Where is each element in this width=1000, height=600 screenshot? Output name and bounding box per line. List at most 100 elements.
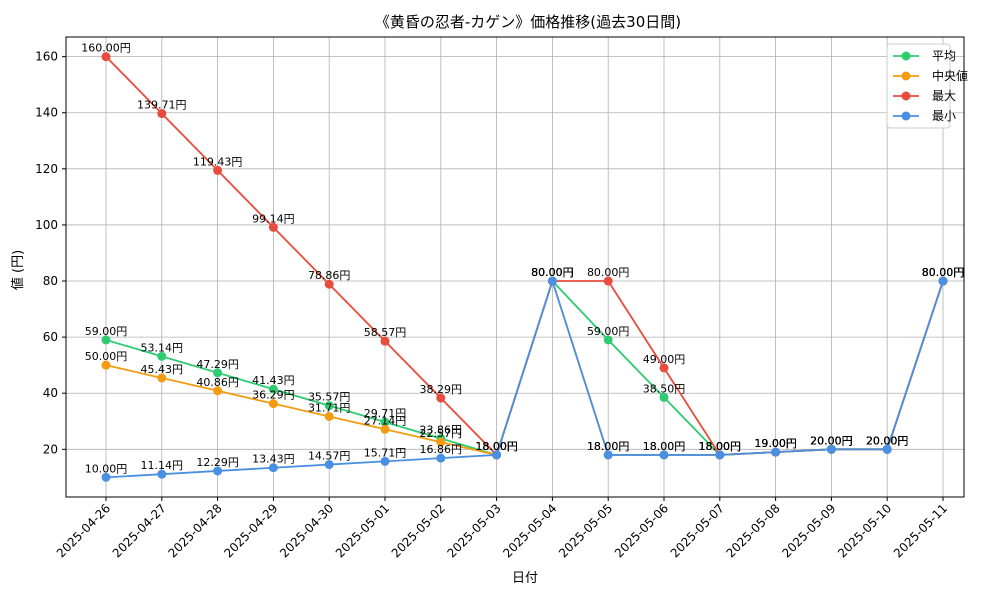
data-point <box>213 386 223 396</box>
data-label: 14.57円 <box>308 450 351 463</box>
data-label: 78.86円 <box>308 269 351 282</box>
y-tick-label: 100 <box>35 218 58 232</box>
data-label: 19.00円 <box>754 437 797 450</box>
data-label: 29.71円 <box>364 407 407 420</box>
data-label: 20.00円 <box>810 434 853 447</box>
x-tick-label: 2025-05-01 <box>333 501 392 560</box>
series-line <box>105 278 944 479</box>
y-tick-label: 80 <box>43 274 58 288</box>
data-label: 80.00円 <box>531 266 574 279</box>
data-label: 19.00円 <box>754 437 797 450</box>
x-tick-label: 2025-05-11 <box>891 501 950 560</box>
data-label: 80.00円 <box>922 266 965 279</box>
x-tick-label: 2025-04-28 <box>166 501 225 560</box>
data-label: 10.00円 <box>85 462 128 475</box>
legend-label: 最大 <box>932 89 956 103</box>
data-point <box>715 450 725 460</box>
x-tick-label: 2025-05-09 <box>779 501 838 560</box>
legend-marker <box>901 91 911 101</box>
x-axis-ticks: 2025-04-262025-04-272025-04-282025-04-29… <box>54 497 950 560</box>
data-label: 18.00円 <box>475 440 518 453</box>
data-label: 20.00円 <box>810 434 853 447</box>
data-point <box>436 453 446 463</box>
data-label: 18.00円 <box>699 440 742 453</box>
x-tick-label: 2025-05-10 <box>835 501 894 560</box>
data-point <box>101 472 111 482</box>
data-label: 15.71円 <box>364 446 407 459</box>
data-label: 38.50円 <box>643 382 686 395</box>
data-labels: 59.00円 53.14円 47.29円 41.43円 35.57円 29.71円 23.8… <box>81 42 964 476</box>
data-point <box>213 368 223 378</box>
x-tick-label: 2025-05-08 <box>724 501 783 560</box>
data-label: 58.57円 <box>364 326 407 339</box>
data-point <box>547 276 557 286</box>
legend-label: 中央値 <box>932 68 968 83</box>
data-label: 18.00円 <box>643 440 686 453</box>
data-label: 18.00円 <box>699 440 742 453</box>
data-label: 31.71円 <box>308 401 351 414</box>
data-label: 18.00円 <box>699 440 742 453</box>
x-tick-label: 2025-05-05 <box>556 501 615 560</box>
x-tick-label: 2025-04-26 <box>54 501 113 560</box>
data-point <box>157 373 167 383</box>
chart-title: 《黄昏の忍者-カゲン》価格推移(過去30日間) <box>375 13 681 31</box>
data-point <box>603 335 613 345</box>
data-point <box>659 392 669 402</box>
data-point <box>101 335 111 345</box>
data-label: 16.86円 <box>420 443 463 456</box>
data-label: 18.00円 <box>475 440 518 453</box>
data-label: 80.00円 <box>531 266 574 279</box>
data-point <box>268 399 278 409</box>
x-tick-label: 2025-04-29 <box>221 501 280 560</box>
data-point <box>101 52 111 62</box>
legend-marker <box>901 51 911 61</box>
data-label: 19.00円 <box>754 437 797 450</box>
data-point <box>659 450 669 460</box>
data-label: 50.00円 <box>85 350 128 363</box>
x-tick-label: 2025-04-27 <box>110 501 169 560</box>
data-label: 41.43円 <box>252 374 295 387</box>
data-label: 27.14円 <box>364 414 407 427</box>
data-label: 99.14円 <box>252 212 295 225</box>
data-label: 36.29円 <box>252 389 295 402</box>
data-label: 80.00円 <box>922 266 965 279</box>
data-label: 20.00円 <box>810 434 853 447</box>
grid-lines <box>66 37 964 497</box>
data-label: 12.29円 <box>196 456 239 469</box>
data-point <box>380 456 390 466</box>
data-label: 47.29円 <box>196 358 239 371</box>
data-point <box>157 351 167 361</box>
data-label: 13.43円 <box>252 453 295 466</box>
data-label: 119.43円 <box>193 155 243 168</box>
data-label: 18.00円 <box>475 440 518 453</box>
data-point <box>436 393 446 403</box>
data-label: 59.00円 <box>85 325 128 338</box>
legend-marker <box>901 71 911 81</box>
legend-marker <box>901 111 911 121</box>
data-point <box>268 384 278 394</box>
data-point <box>213 165 223 175</box>
x-tick-label: 2025-04-30 <box>277 501 336 560</box>
data-label: 20.00円 <box>810 434 853 447</box>
data-point <box>380 417 390 427</box>
data-label: 20.00円 <box>866 434 909 447</box>
data-label: 18.00円 <box>587 440 630 453</box>
data-label: 22.57円 <box>420 427 463 440</box>
data-label: 18.00円 <box>643 440 686 453</box>
data-point <box>157 469 167 479</box>
data-label: 18.00円 <box>699 440 742 453</box>
plot-area <box>65 36 965 498</box>
data-point <box>324 401 334 411</box>
data-label: 40.86円 <box>196 376 239 389</box>
data-point <box>436 437 446 447</box>
data-label: 20.00円 <box>866 434 909 447</box>
data-label: 80.00円 <box>922 266 965 279</box>
data-label: 80.00円 <box>531 266 574 279</box>
data-label: 160.00円 <box>81 42 131 55</box>
series-line <box>105 56 944 457</box>
data-point <box>268 463 278 473</box>
data-label: 49.00円 <box>643 353 686 366</box>
data-label: 80.00円 <box>531 266 574 279</box>
